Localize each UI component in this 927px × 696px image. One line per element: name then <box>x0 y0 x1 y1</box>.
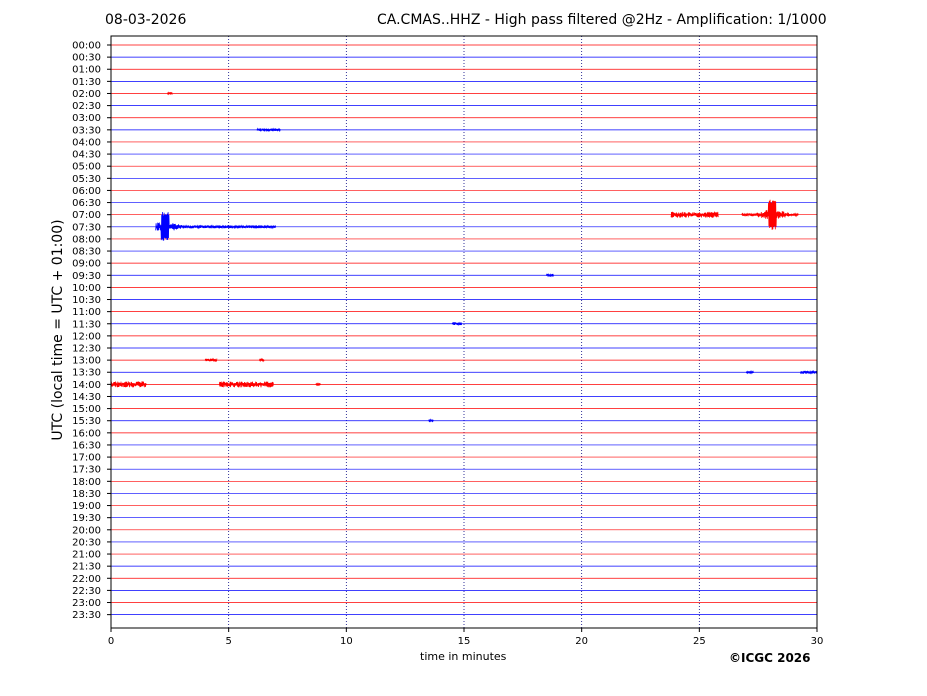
y-tick-label: 22:00 <box>72 574 101 585</box>
y-tick-label: 23:00 <box>72 598 101 609</box>
y-tick-label: 19:30 <box>72 513 101 524</box>
y-tick-label: 11:30 <box>72 319 101 330</box>
event-waveform <box>451 321 462 327</box>
y-tick-label: 09:00 <box>72 259 101 270</box>
x-tick-label: 20 <box>575 636 588 647</box>
y-tick-label: 05:00 <box>72 162 101 173</box>
x-tick-label: 0 <box>108 636 114 647</box>
y-tick-label: 04:00 <box>72 137 101 148</box>
x-tick-label: 10 <box>340 636 353 647</box>
y-tick-label: 00:30 <box>72 53 101 64</box>
grid-lines <box>228 36 700 628</box>
y-axis-ticks: 00:0000:3001:0001:3002:0002:3003:0003:30… <box>72 41 111 621</box>
event-waveform <box>670 211 719 218</box>
event-waveform <box>746 370 754 375</box>
y-tick-label: 17:00 <box>72 453 101 464</box>
x-axis-ticks: 0 5 10 15 20 25 30 <box>108 628 824 647</box>
y-tick-label: 08:00 <box>72 234 101 245</box>
plot-frame <box>110 35 818 629</box>
x-axis-label: time in minutes <box>420 650 507 663</box>
y-tick-label: 13:30 <box>72 368 101 379</box>
y-tick-label: 23:30 <box>72 610 101 621</box>
copyright-label: ©ICGC 2026 <box>729 651 811 665</box>
y-axis-label: UTC (local time = UTC + 01:00) <box>50 219 66 441</box>
y-tick-label: 02:30 <box>72 101 101 112</box>
event-waveform <box>546 272 554 278</box>
x-tick-label: 5 <box>225 636 231 647</box>
y-tick-label: 08:30 <box>72 247 101 258</box>
y-tick-label: 19:00 <box>72 501 101 512</box>
y-tick-label: 09:30 <box>72 271 101 282</box>
event-waveform <box>218 381 274 388</box>
event-waveform <box>167 91 173 96</box>
event-waveform <box>204 357 218 363</box>
y-tick-label: 02:00 <box>72 89 101 100</box>
event-waveform <box>256 127 281 133</box>
y-tick-label: 16:00 <box>72 428 101 439</box>
y-tick-label: 00:00 <box>72 41 101 52</box>
seismic-events <box>110 91 818 423</box>
y-tick-label: 15:30 <box>72 416 101 427</box>
y-tick-label: 10:00 <box>72 283 101 294</box>
x-tick-label: 30 <box>811 636 824 647</box>
y-tick-label: 06:00 <box>72 186 101 197</box>
y-tick-label: 03:30 <box>72 125 101 136</box>
y-tick-label: 18:00 <box>72 477 101 488</box>
chart-date: 08-03-2026 <box>105 12 187 28</box>
y-tick-label: 13:00 <box>72 356 101 367</box>
x-tick-label: 25 <box>693 636 706 647</box>
event-waveform <box>110 381 147 388</box>
event-waveform <box>315 382 321 387</box>
y-tick-label: 18:30 <box>72 489 101 500</box>
y-tick-label: 16:30 <box>72 440 101 451</box>
y-tick-label: 14:30 <box>72 392 101 403</box>
y-tick-label: 15:00 <box>72 404 101 415</box>
y-tick-label: 12:00 <box>72 331 101 342</box>
y-tick-label: 01:00 <box>72 65 101 76</box>
y-tick-label: 14:00 <box>72 380 101 391</box>
y-tick-label: 20:00 <box>72 525 101 536</box>
y-tick-label: 12:30 <box>72 344 101 355</box>
event-waveform <box>428 418 434 423</box>
chart-title: CA.CMAS..HHZ - High pass filtered @2Hz -… <box>377 12 827 28</box>
y-tick-label: 22:30 <box>72 586 101 597</box>
y-tick-label: 07:00 <box>72 210 101 221</box>
trace-lines <box>111 44 817 615</box>
y-tick-label: 10:30 <box>72 295 101 306</box>
event-waveform <box>741 199 799 230</box>
event-waveform <box>258 357 265 363</box>
event-waveform <box>800 369 818 375</box>
event-waveform <box>155 211 277 241</box>
y-tick-label: 03:00 <box>72 113 101 124</box>
y-tick-label: 11:00 <box>72 307 101 318</box>
y-tick-label: 06:30 <box>72 198 101 209</box>
y-tick-label: 07:30 <box>72 222 101 233</box>
y-tick-label: 05:30 <box>72 174 101 185</box>
y-tick-label: 21:00 <box>72 550 101 561</box>
x-tick-label: 15 <box>458 636 471 647</box>
y-tick-label: 04:30 <box>72 150 101 161</box>
y-tick-label: 21:30 <box>72 562 101 573</box>
y-tick-label: 17:30 <box>72 465 101 476</box>
y-tick-label: 20:30 <box>72 537 101 548</box>
y-tick-label: 01:30 <box>72 77 101 88</box>
